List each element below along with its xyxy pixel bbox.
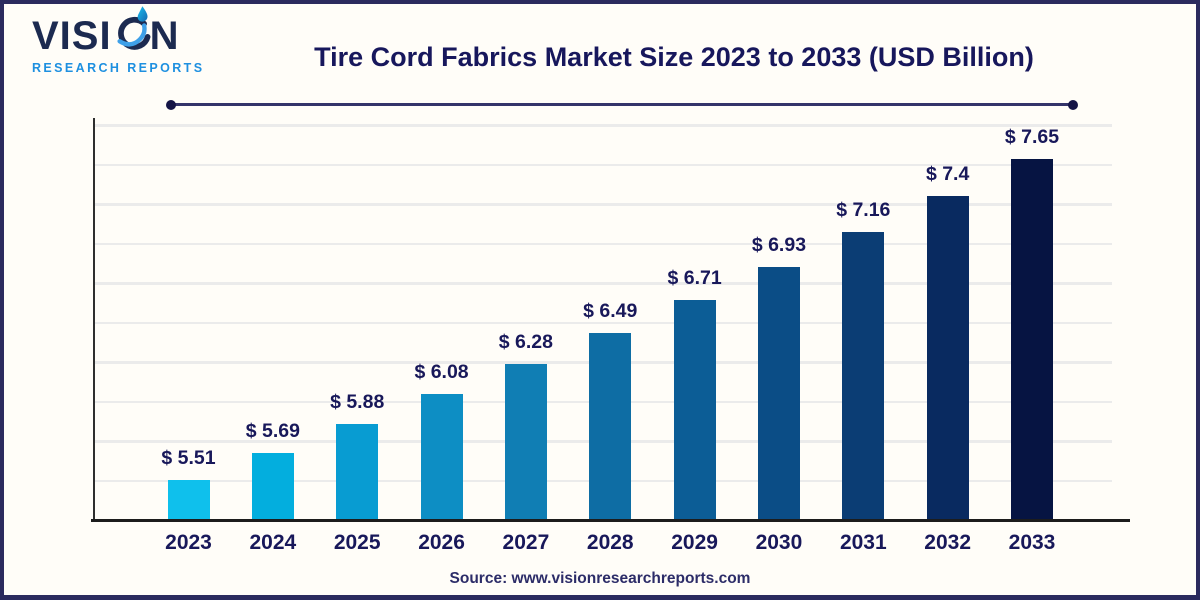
x-tick-label: 2027 [502, 531, 550, 554]
bar [589, 332, 632, 519]
y-axis-line [93, 118, 95, 521]
bar [336, 424, 379, 519]
bar-value-label: $ 7.4 [925, 163, 970, 186]
title-divider-dot-right [1068, 99, 1078, 110]
bar [842, 232, 885, 519]
gridline [93, 242, 1112, 245]
logo-subtitle: RESEARCH REPORTS [32, 61, 205, 75]
bar [167, 479, 210, 519]
bar-value-label: $ 5.88 [330, 391, 385, 414]
bar-chart: $ 5.51 2023 $ 5.69 2024 $ 5.88 2025 $ 6.08 2026… [4, 4, 1196, 595]
logo-brand-text-post: N [149, 14, 180, 58]
bar-value-label: $ 6.28 [498, 331, 553, 354]
logo-swoosh-icon [117, 6, 151, 50]
gridline [93, 163, 1112, 166]
x-tick-label: 2030 [755, 531, 803, 554]
title-divider-line [170, 103, 1074, 106]
bar [757, 266, 800, 519]
logo: VISI N RESEARCH REPORTS [32, 6, 205, 75]
gridline [93, 321, 1112, 324]
x-tick-label: 2023 [165, 531, 212, 554]
x-tick-label: 2032 [924, 531, 971, 554]
bar [504, 364, 547, 519]
bar-value-label: $ 6.08 [414, 361, 469, 384]
bar [1011, 158, 1053, 519]
title-divider-dot-left [166, 99, 176, 110]
logo-brand-row: VISI N [32, 6, 204, 58]
bar [251, 452, 294, 519]
bar-value-label: $ 6.71 [667, 266, 722, 289]
bar-value-label: $ 6.93 [751, 233, 807, 256]
gridline [93, 124, 1112, 127]
logo-brand-text-pre: VISI [32, 14, 112, 58]
x-tick-label: 2025 [333, 531, 381, 554]
bar [926, 196, 969, 519]
bar [673, 299, 716, 519]
bar-value-label: $ 5.69 [245, 419, 300, 442]
page-title: Tire Cord Fabrics Market Size 2023 to 20… [314, 42, 1034, 72]
source-text: Source: www.visionresearchreports.com [449, 570, 751, 587]
x-tick-label: 2028 [586, 531, 634, 554]
bar [420, 394, 463, 519]
gridline [93, 203, 1112, 206]
bar-value-label: $ 7.16 [836, 199, 891, 222]
x-tick-label: 2024 [249, 531, 297, 554]
bar-value-label: $ 7.65 [1004, 125, 1060, 148]
x-tick-label: 2029 [671, 531, 718, 554]
gridline [93, 282, 1112, 285]
bar-value-label: $ 6.49 [583, 299, 638, 322]
x-axis-line [91, 519, 1130, 522]
x-tick-label: 2033 [1008, 531, 1056, 554]
x-tick-label: 2031 [839, 531, 887, 554]
x-tick-label: 2026 [418, 531, 465, 554]
bar-value-label: $ 5.51 [161, 446, 216, 469]
